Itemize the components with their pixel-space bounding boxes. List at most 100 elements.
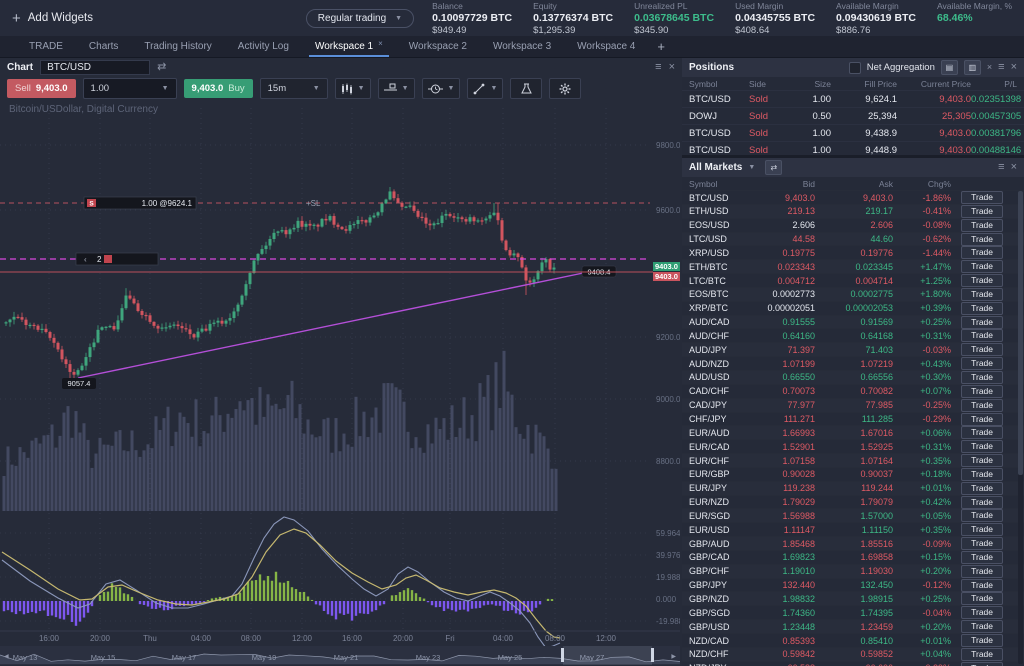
market-symbol: NZD/CAD: [689, 635, 729, 646]
chart-canvas[interactable]: Bitcoin/USDollar, Digital Currency 9800.…: [0, 101, 684, 666]
panel-close-icon[interactable]: ×: [1010, 161, 1017, 173]
panel-close-icon[interactable]: ×: [1010, 61, 1017, 73]
trade-button[interactable]: Trade: [961, 592, 1003, 606]
tab-charts[interactable]: Charts: [76, 36, 131, 57]
symbol-input[interactable]: BTC/USD: [40, 59, 151, 75]
stop-order-tag: [87, 199, 96, 207]
chevron-down-icon[interactable]: ▼: [748, 164, 756, 171]
panel-menu-icon[interactable]: ≡: [998, 61, 1005, 73]
trade-button[interactable]: Trade: [961, 329, 1003, 343]
position-row[interactable]: BTC/USD Sold 1.00 9,624.1 9,403.0 0.02351398: [682, 90, 1024, 107]
buy-button[interactable]: 9,403.0 Buy: [183, 79, 253, 98]
tab-workspace-1[interactable]: Workspace 1 ×: [302, 36, 396, 57]
trade-button[interactable]: Trade: [961, 426, 1003, 440]
limit-order-label[interactable]: [75, 252, 159, 266]
tab-label: Workspace 1: [314, 41, 374, 52]
trade-button[interactable]: Trade: [961, 495, 1003, 509]
candle-body: [340, 226, 344, 230]
rows-view-icon[interactable]: ▤: [940, 60, 958, 75]
candle-body: [504, 240, 508, 251]
volume-bar: [146, 444, 150, 511]
price-chart[interactable]: 9800.0 9600.0 9200.0 9000.0 8800.0 59.964 39.9…: [0, 101, 684, 666]
macd-histogram-bar: [190, 601, 194, 605]
trade-button[interactable]: Trade: [961, 287, 1003, 301]
tab-trading-history[interactable]: Trading History: [131, 36, 224, 57]
position-row[interactable]: DOWJ Sold 0.50 25,394 25,305 0.00457305: [682, 107, 1024, 124]
indicators-select[interactable]: ▼: [377, 78, 415, 99]
chart-settings-button[interactable]: [549, 78, 582, 99]
timeframe-select[interactable]: 15m ▼: [259, 78, 328, 99]
chart-text: 19.988: [656, 573, 680, 582]
trade-button[interactable]: Trade: [961, 634, 1003, 647]
candle-body: [176, 324, 180, 327]
trade-button[interactable]: Trade: [961, 578, 1003, 592]
tab-trade[interactable]: TRADE: [16, 36, 76, 57]
trade-button[interactable]: Trade: [961, 398, 1003, 412]
sell-button[interactable]: Sell 9,403.0: [7, 79, 76, 98]
trade-button[interactable]: Trade: [961, 384, 1003, 398]
stop-order-label[interactable]: [83, 196, 197, 210]
market-row: EUR/SGD 1.56988 1.57000 +0.05% Trade: [682, 508, 1024, 523]
trade-button[interactable]: Trade: [961, 467, 1003, 481]
trade-button[interactable]: Trade: [961, 246, 1003, 260]
net-aggregation-checkbox[interactable]: [848, 61, 861, 74]
tab-workspace-3[interactable]: Workspace 3: [480, 36, 564, 57]
trade-button[interactable]: Trade: [961, 274, 1003, 288]
trade-button[interactable]: Trade: [961, 343, 1003, 357]
chart-text: 08:00: [545, 634, 566, 643]
quantity-select[interactable]: 1.00 ▼: [82, 78, 177, 99]
trade-button[interactable]: Trade: [961, 454, 1003, 468]
add-widgets-button[interactable]: + Add Widgets: [12, 10, 93, 27]
tab-close-icon[interactable]: ×: [378, 39, 383, 48]
close-all-icon[interactable]: ×: [986, 62, 993, 72]
candle-body: [40, 328, 44, 330]
volume-bar: [278, 409, 282, 511]
trade-button[interactable]: Trade: [961, 301, 1003, 315]
trade-button[interactable]: Trade: [961, 232, 1003, 246]
trade-button[interactable]: Trade: [961, 260, 1003, 274]
tab-activity-log[interactable]: Activity Log: [225, 36, 302, 57]
position-row[interactable]: BTC/USD Sold 1.00 9,438.9 9,403.0 0.00381796: [682, 124, 1024, 141]
market-symbol: AUD/NZD: [689, 358, 729, 369]
trade-button[interactable]: Trade: [961, 523, 1003, 537]
trade-button[interactable]: Trade: [961, 661, 1003, 666]
panel-menu-icon[interactable]: ≡: [655, 60, 662, 73]
trade-button[interactable]: Trade: [961, 191, 1003, 204]
columns-view-icon[interactable]: ▥: [963, 60, 981, 75]
trade-button[interactable]: Trade: [961, 218, 1003, 232]
trade-button[interactable]: Trade: [961, 370, 1003, 384]
add-tab-button[interactable]: +: [648, 36, 674, 57]
minimap-handle-right[interactable]: [651, 648, 654, 662]
chart-type-select[interactable]: ▼: [334, 78, 371, 99]
trade-button[interactable]: Trade: [961, 412, 1003, 426]
drawing-tool-select[interactable]: ▼: [467, 78, 504, 99]
trend-line[interactable]: [77, 271, 589, 379]
trade-button[interactable]: Trade: [961, 204, 1003, 218]
minimap-handle-left[interactable]: [561, 648, 564, 662]
candle-body: [48, 332, 52, 338]
strategy-tester-button[interactable]: [510, 78, 543, 99]
panel-menu-icon[interactable]: ≡: [998, 161, 1005, 173]
trade-button[interactable]: Trade: [961, 550, 1003, 564]
volume-bar: [442, 418, 446, 511]
trade-button[interactable]: Trade: [961, 620, 1003, 634]
trade-button[interactable]: Trade: [961, 481, 1003, 495]
trade-button[interactable]: Trade: [961, 564, 1003, 578]
trade-button[interactable]: Trade: [961, 606, 1003, 620]
link-icon[interactable]: ⇄: [765, 160, 783, 175]
trade-button[interactable]: Trade: [961, 440, 1003, 454]
trade-button[interactable]: Trade: [961, 647, 1003, 661]
time-tool-select[interactable]: ▼: [421, 78, 461, 99]
trade-button[interactable]: Trade: [961, 357, 1003, 371]
panel-close-icon[interactable]: ×: [668, 60, 675, 73]
trade-button[interactable]: Trade: [961, 315, 1003, 329]
trade-button[interactable]: Trade: [961, 509, 1003, 523]
link-icon[interactable]: ⇄: [157, 60, 167, 73]
position-row[interactable]: BTC/USD Sold 1.00 9,448.9 9,403.0 0.00488146: [682, 141, 1024, 155]
markets-scrollbar[interactable]: [1018, 191, 1023, 664]
trade-button[interactable]: Trade: [961, 537, 1003, 551]
minimap-selection[interactable]: [563, 646, 652, 665]
trading-mode-select[interactable]: Regular trading ▼: [305, 8, 415, 28]
tab-workspace-4[interactable]: Workspace 4: [564, 36, 648, 57]
tab-workspace-2[interactable]: Workspace 2: [396, 36, 480, 57]
